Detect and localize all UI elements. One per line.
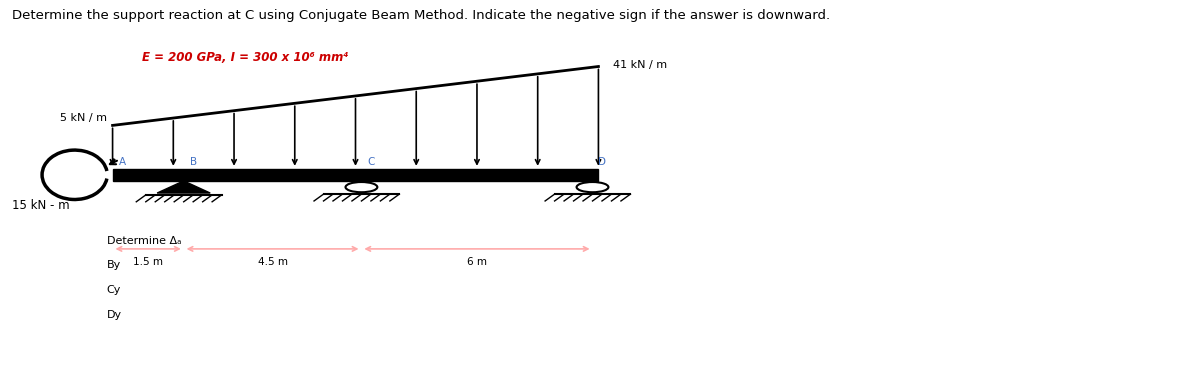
Text: E = 200 GPa, I = 300 x 10⁶ mm⁴: E = 200 GPa, I = 300 x 10⁶ mm⁴ xyxy=(142,51,348,64)
Polygon shape xyxy=(158,181,210,193)
Text: 4.5 m: 4.5 m xyxy=(257,257,288,267)
Text: 1.5 m: 1.5 m xyxy=(133,257,164,267)
Text: Dy: Dy xyxy=(107,310,122,320)
Text: 6 m: 6 m xyxy=(467,257,487,267)
Text: C: C xyxy=(367,157,374,167)
Text: Determine the support reaction at C using Conjugate Beam Method. Indicate the ne: Determine the support reaction at C usin… xyxy=(12,10,830,22)
Text: Cy: Cy xyxy=(107,285,121,295)
Text: B: B xyxy=(190,157,197,167)
Text: D: D xyxy=(598,157,607,167)
Text: 5 kN / m: 5 kN / m xyxy=(59,114,107,124)
Bar xyxy=(113,169,598,181)
Text: By: By xyxy=(107,260,121,270)
Text: 41 kN / m: 41 kN / m xyxy=(613,60,667,70)
Text: A: A xyxy=(118,157,126,167)
Text: 15 kN - m: 15 kN - m xyxy=(12,199,70,212)
Text: Determine Δₐ: Determine Δₐ xyxy=(107,236,181,245)
